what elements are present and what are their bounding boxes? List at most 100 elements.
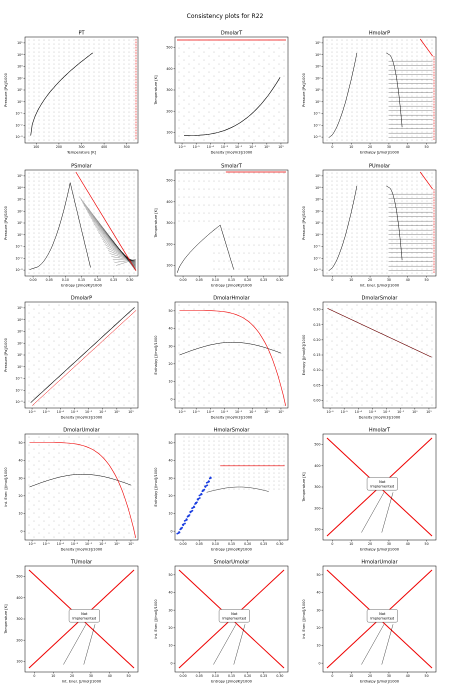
- data-point: [263, 364, 265, 366]
- data-point: [58, 67, 60, 69]
- data-point: [228, 79, 230, 81]
- data-point: [193, 220, 195, 222]
- data-point: [58, 260, 60, 262]
- data-point: [33, 472, 35, 474]
- data-point: [386, 103, 388, 105]
- data-point: [93, 372, 95, 374]
- data-point: [341, 135, 343, 137]
- data-point: [411, 364, 413, 366]
- data-point: [336, 220, 338, 222]
- data-point: [108, 59, 110, 61]
- data-point: [118, 516, 120, 518]
- data-point: [33, 380, 35, 382]
- data-point: [183, 464, 185, 466]
- data-point: [391, 59, 393, 61]
- data-point: [248, 188, 250, 190]
- data-point: [53, 212, 55, 214]
- data-point: [78, 67, 80, 69]
- data-point: [336, 192, 338, 194]
- data-point: [58, 172, 60, 174]
- data-point: [381, 51, 383, 53]
- data-point: [63, 480, 65, 482]
- data-point: [346, 115, 348, 117]
- data-point: [188, 376, 190, 378]
- data-point: [341, 184, 343, 186]
- data-point: [58, 240, 60, 242]
- data-point: [258, 460, 260, 462]
- data-point: [93, 244, 95, 246]
- data-point: [208, 312, 210, 314]
- data-point: [208, 472, 210, 474]
- data-point: [48, 460, 50, 462]
- data-point: [263, 396, 265, 398]
- data-point: [98, 75, 100, 77]
- data-point: [38, 240, 40, 242]
- data-point: [48, 248, 50, 250]
- data-point: [273, 99, 275, 101]
- data-point: [326, 47, 328, 49]
- data-point: [88, 103, 90, 105]
- data-point: [426, 127, 428, 129]
- data-point: [103, 43, 105, 45]
- data-point: [416, 264, 418, 266]
- data-point: [346, 39, 348, 41]
- data-point: [361, 63, 363, 65]
- data-point: [341, 396, 343, 398]
- data-point: [426, 107, 428, 109]
- data-point: [178, 127, 180, 129]
- data-point: [386, 400, 388, 402]
- data-point: [183, 123, 185, 125]
- isoline: [80, 199, 136, 271]
- data-point: [38, 51, 40, 53]
- data-point: [421, 212, 423, 214]
- data-point: [341, 63, 343, 65]
- data-point: [88, 67, 90, 69]
- data-point: [198, 460, 200, 462]
- data-point: [248, 260, 250, 262]
- data-point: [58, 452, 60, 454]
- data-point: [38, 79, 40, 81]
- data-point: [73, 99, 75, 101]
- data-point: [366, 135, 368, 137]
- data-point: [38, 336, 40, 338]
- data-point: [218, 328, 220, 330]
- data-point: [218, 336, 220, 338]
- data-point: [48, 180, 50, 182]
- data-point: [53, 115, 55, 117]
- y-tick-label: 300: [166, 221, 172, 225]
- data-point: [38, 71, 40, 73]
- data-point: [43, 272, 45, 274]
- data-point: [73, 216, 75, 218]
- data-point: [253, 75, 255, 77]
- data-point: [366, 220, 368, 222]
- data-point: [218, 47, 220, 49]
- data-point: [213, 75, 215, 77]
- data-point: [401, 244, 403, 246]
- data-point: [98, 91, 100, 93]
- data-point: [371, 115, 373, 117]
- data-point: [178, 204, 180, 206]
- data-point: [248, 204, 250, 206]
- data-point: [48, 192, 50, 194]
- data-point: [108, 232, 110, 234]
- data-point: [98, 119, 100, 121]
- data-point: [33, 308, 35, 310]
- data-point: [391, 232, 393, 234]
- data-point: [93, 127, 95, 129]
- data-point: [406, 119, 408, 121]
- data-point: [63, 139, 65, 141]
- x-tick-label: 0.25: [260, 542, 267, 546]
- data-point: [78, 516, 80, 518]
- data-point: [416, 43, 418, 45]
- data-point: [103, 216, 105, 218]
- data-point: [366, 131, 368, 133]
- data-point: [208, 63, 210, 65]
- data-point: [336, 320, 338, 322]
- data-point: [391, 224, 393, 226]
- x-tick-label: 0.00: [30, 278, 37, 282]
- data-point: [371, 119, 373, 121]
- data-point: [63, 388, 65, 390]
- data-point: [128, 79, 130, 81]
- data-point: [183, 484, 185, 486]
- data-point: [273, 460, 275, 462]
